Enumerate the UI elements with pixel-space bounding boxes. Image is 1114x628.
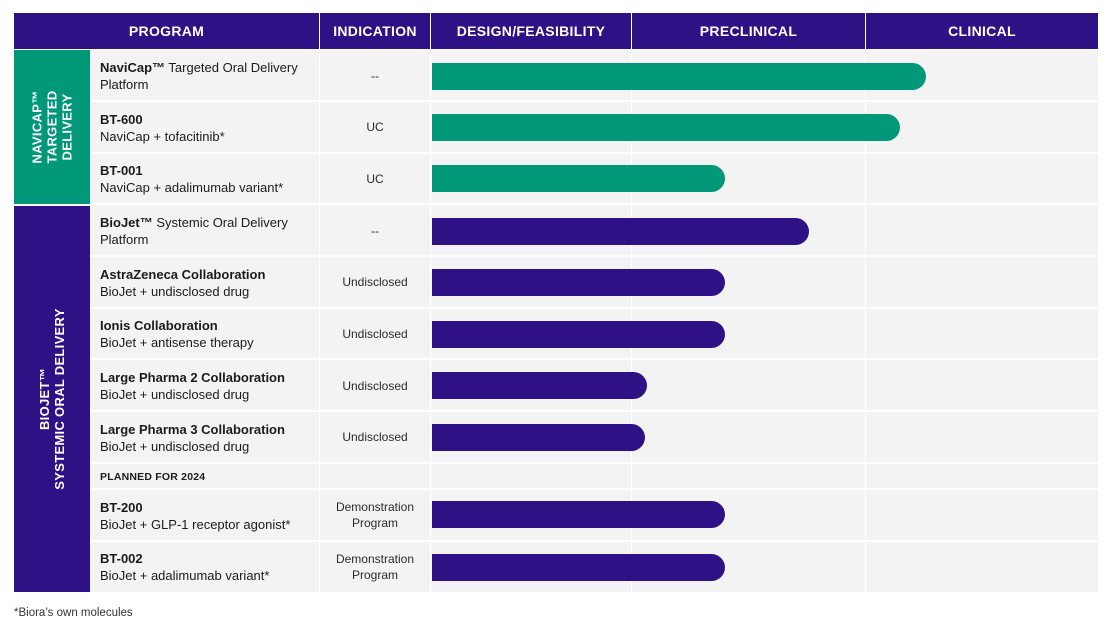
program-desc: BioJet + GLP-1 receptor agonist*: [100, 517, 291, 532]
progress-bar-bt-001: [432, 164, 725, 192]
program-name: BioJet™: [100, 215, 153, 230]
col-divider: [319, 50, 320, 592]
indication-cell: Undisclosed: [342, 327, 408, 341]
program-cell: NaviCap™ Targeted Oral Delivery Platform: [100, 59, 318, 93]
header-preclinical: PRECLINICAL: [631, 13, 865, 49]
row-divider: [90, 100, 1098, 102]
program-name: Large Pharma 3 Collaboration: [100, 422, 285, 437]
row-divider: [90, 358, 1098, 360]
program-cell: BT-600 NaviCap + tofacitinib*: [100, 111, 318, 145]
program-name: Large Pharma 2 Collaboration: [100, 370, 285, 385]
row-divider: [90, 488, 1098, 490]
indication-cell: Undisclosed: [342, 379, 408, 393]
group-navicap-line2: TARGETED: [44, 90, 60, 164]
row-divider: [90, 255, 1098, 257]
program-cell: AstraZeneca Collaboration BioJet + undis…: [100, 266, 318, 300]
program-cell: Ionis Collaboration BioJet + antisense t…: [100, 317, 318, 351]
program-desc: BioJet + undisclosed drug: [100, 387, 250, 402]
program-cell: Large Pharma 2 Collaboration BioJet + un…: [100, 369, 318, 403]
indication-cell: --: [371, 224, 379, 238]
progress-bar-large-pharma-2: [432, 371, 648, 399]
group-navicap-line1: NAVICAP™: [29, 90, 45, 164]
progress-bar-bt-200: [432, 500, 725, 528]
row-divider: [90, 152, 1098, 154]
program-desc: NaviCap + adalimumab variant*: [100, 180, 284, 195]
indication-cell: UC: [366, 120, 384, 134]
program-desc: Systemic Oral Delivery Platform: [100, 215, 288, 247]
program-desc: NaviCap + tofacitinib*: [100, 129, 225, 144]
program-cell: BT-002 BioJet + adalimumab variant*: [100, 550, 318, 584]
row-divider: [90, 410, 1098, 412]
program-cell: BioJet™ Systemic Oral Delivery Platform: [100, 214, 318, 248]
program-cell: Large Pharma 3 Collaboration BioJet + un…: [100, 421, 318, 455]
indication-cell: --: [371, 69, 379, 83]
program-name: AstraZeneca Collaboration: [100, 267, 266, 282]
group-biojet: BIOJET™ SYSTEMIC ORAL DELIVERY: [14, 206, 90, 592]
program-name: BT-002: [100, 551, 143, 566]
group-biojet-line1: BIOJET™: [37, 367, 52, 431]
group-navicap: NAVICAP™ TARGETED DELIVERY: [14, 50, 90, 204]
indication-cell: UC: [366, 172, 384, 186]
planned-label: PLANNED FOR 2024: [100, 471, 206, 483]
group-biojet-line2: SYSTEMIC ORAL DELIVERY: [52, 308, 67, 490]
header-program: PROGRAM: [14, 13, 319, 49]
col-divider: [430, 50, 431, 592]
progress-bar-large-pharma-3: [432, 423, 646, 451]
progress-bar-ionis: [432, 320, 725, 348]
program-desc: BioJet + antisense therapy: [100, 335, 254, 350]
header-clinical: CLINICAL: [865, 13, 1098, 49]
progress-bar-biojet-platform: [432, 217, 809, 245]
row-divider: [90, 203, 1098, 205]
group-navicap-line3: DELIVERY: [59, 93, 75, 161]
program-cell: BT-200 BioJet + GLP-1 receptor agonist*: [100, 499, 318, 533]
progress-bar-bt-600: [432, 113, 900, 141]
progress-bar-astrazeneca: [432, 268, 725, 296]
program-name: BT-600: [100, 112, 143, 127]
progress-bar-bt-002: [432, 553, 725, 581]
row-divider: [90, 540, 1098, 542]
header-design: DESIGN/FEASIBILITY: [430, 13, 631, 49]
indication-cell: Undisclosed: [342, 430, 408, 444]
program-name: Ionis Collaboration: [100, 318, 218, 333]
program-desc: Targeted Oral Delivery Platform: [100, 60, 298, 92]
progress-bar-navicap-platform: [432, 62, 926, 90]
col-divider: [865, 50, 866, 592]
program-name: NaviCap™: [100, 60, 166, 75]
row-divider: [90, 462, 1098, 464]
header-indication: INDICATION: [319, 13, 430, 49]
footnote: *Biora’s own molecules: [14, 607, 133, 619]
program-desc: BioJet + undisclosed drug: [100, 439, 250, 454]
row-divider: [90, 307, 1098, 309]
program-cell: BT-001 NaviCap + adalimumab variant*: [100, 162, 318, 196]
indication-cell: Demonstration Program: [335, 500, 415, 530]
program-desc: BioJet + adalimumab variant*: [100, 568, 270, 583]
indication-cell: Undisclosed: [342, 275, 408, 289]
program-desc: BioJet + undisclosed drug: [100, 284, 250, 299]
program-name: BT-001: [100, 163, 143, 178]
indication-cell: Demonstration Program: [335, 552, 415, 582]
program-name: BT-200: [100, 500, 143, 515]
